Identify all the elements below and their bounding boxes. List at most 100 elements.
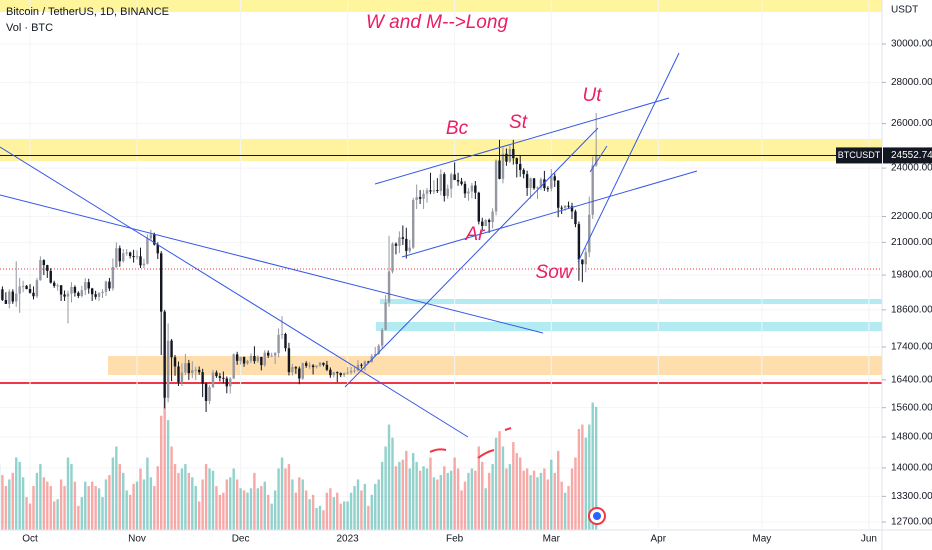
candle-body [301,363,304,379]
volume-bar [197,501,201,530]
candle-body [356,364,360,371]
volume-bar [294,492,298,530]
candle-body [567,205,570,207]
y-tick-label: 19800.00 [891,270,932,281]
candle-body [177,366,180,383]
volume-bar [353,486,356,530]
candle-body [104,281,108,292]
volume-bar [453,457,456,530]
candle-body [387,271,391,303]
volume-bar [149,477,153,530]
volume-bar [115,446,118,530]
volume-bar [73,481,77,530]
volume-bar [277,468,280,530]
volume-bar [325,492,329,530]
y-tick-label: 13300.00 [891,491,932,502]
volume-bar [429,457,432,530]
candle-body [415,197,418,201]
candle-body [336,372,339,374]
x-tick-label: 2023 [336,534,359,545]
volume-bar [25,497,28,530]
candle-body [436,190,439,192]
candle-body [556,180,560,208]
volume-bar [522,470,525,530]
candle-body [204,383,208,401]
volume-bar [367,505,370,530]
candle-body [474,185,477,193]
candle-body [256,356,260,362]
candle-body [291,367,294,373]
candle-body [142,263,146,266]
candle-body [94,294,97,297]
candle-body [560,207,563,209]
candle-body [570,206,574,212]
volume-bar [222,492,225,530]
volume-bar [491,464,494,530]
candle-body [546,188,550,190]
volume-bar [574,457,577,530]
volume-bar [505,468,508,530]
candle-body [132,256,135,258]
candle-body [21,285,25,287]
candle-body [470,185,474,192]
volume-bar [436,479,439,530]
annotation: W and M-->Long [366,12,508,33]
candle-body [553,176,556,181]
volume-bar [467,472,470,530]
volume-bar [570,468,574,530]
candle-body [101,291,104,294]
candle-body [229,378,232,387]
candle-body [405,238,408,251]
x-tick-label: Apr [651,534,667,545]
candle-body [284,333,287,349]
volume-bar [322,510,325,530]
volume-bar [142,479,146,530]
candle-body [536,187,539,189]
volume-bar [474,470,477,530]
volume-bar [208,468,211,530]
candle-body [591,165,594,215]
volume-bar [311,494,315,530]
candle-body [56,285,59,287]
candle-body [128,252,132,257]
volume-bar [4,486,8,530]
volume-bar [32,486,35,530]
volume-bar [187,472,191,530]
candle-body [394,243,398,246]
volume-bar [111,457,115,530]
candle-body [8,291,11,304]
candle-body [42,260,46,266]
annotation: St [509,112,528,133]
symbol-label: BTCUSDT [838,150,881,160]
candle-body [532,178,536,189]
volume-bar [291,479,294,530]
candle-body [194,369,197,371]
volume-bar [287,464,291,530]
candle-body [332,372,336,376]
volume-bar [519,457,522,530]
volume-bar [280,457,284,530]
volume-bar [470,468,474,530]
volume-bar [77,505,80,530]
volume-bar [11,472,14,530]
volume-bar [160,415,163,530]
candle-body [374,354,377,356]
volume-bar [363,483,367,530]
volume-bar [539,472,543,530]
volume-bar [246,492,249,530]
symbol-label-box [836,147,882,164]
candle-body [73,287,77,293]
volume-bar [204,464,208,530]
volume-bar [173,464,177,530]
volume-bar [588,424,591,530]
y-tick-label: 14800.00 [891,432,932,443]
volume-bar [380,461,384,530]
volume-bar [394,466,398,530]
volume-bar [384,446,387,530]
candle-body [280,333,284,335]
volume-bar [170,446,173,530]
candle-body [512,148,515,159]
volume-bar [391,437,394,530]
candle-body [15,293,18,302]
candle-body [153,234,156,245]
